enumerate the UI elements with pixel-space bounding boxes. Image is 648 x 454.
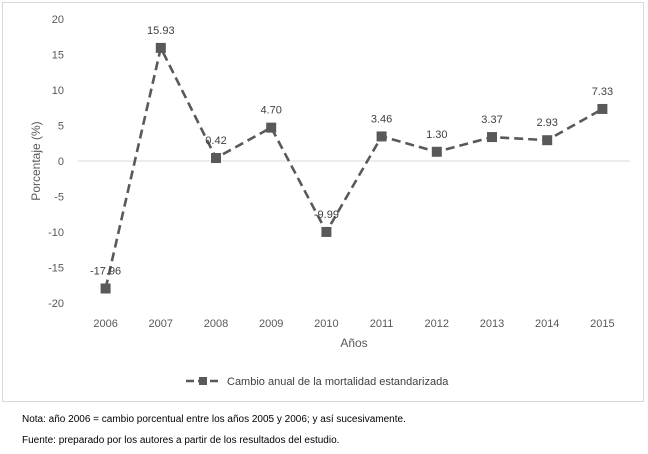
y-axis-ticks: 20 15 10 5 0 -5 -10 -15 -20 (48, 14, 64, 310)
data-point-marker (542, 135, 553, 146)
legend: Cambio anual de la mortalidad estandariz… (186, 376, 449, 388)
y-tick-label: -20 (48, 298, 64, 310)
y-tick-label: -15 (48, 263, 64, 275)
data-label: 1.30 (426, 129, 447, 141)
y-tick-label: 10 (52, 85, 64, 97)
x-tick-label: 2015 (590, 318, 614, 330)
x-tick-label: 2012 (425, 318, 449, 330)
y-tick-label: -10 (48, 227, 64, 239)
data-point-marker (431, 146, 442, 157)
x-axis-ticks: 2006 2007 2008 2009 2010 2011 2012 2013 2014 2015 (93, 318, 614, 330)
x-tick-label: 2013 (480, 318, 504, 330)
y-tick-label: 5 (58, 121, 64, 133)
data-label: 7.33 (592, 86, 613, 98)
data-label: 4.70 (260, 105, 281, 117)
y-tick-label: 0 (58, 156, 64, 168)
data-point-marker (597, 103, 608, 114)
x-tick-label: 2006 (93, 318, 117, 330)
data-point-marker (487, 132, 497, 143)
y-tick-label: -5 (54, 192, 64, 204)
legend-marker-square (199, 377, 207, 385)
y-tick-label: 15 (52, 50, 64, 62)
data-point-marker (100, 283, 111, 294)
data-point-marker (155, 42, 166, 53)
series-line (104, 44, 604, 289)
chart-frame: 20 15 10 5 0 -5 -10 -15 -20 2006 2007 2008 2009 2010… (2, 2, 644, 402)
data-label: -17.96 (90, 266, 121, 278)
y-tick-label: 20 (52, 14, 64, 26)
legend-label: Cambio anual de la mortalidad estandariz… (227, 376, 449, 388)
x-tick-label: 2007 (149, 318, 173, 330)
y-axis-title: Porcentaje (%) (29, 121, 43, 200)
x-tick-label: 2011 (370, 318, 394, 330)
data-label: 3.46 (371, 113, 392, 125)
x-tick-label: 2008 (204, 318, 228, 330)
chart-note: Nota: año 2006 = cambio porcentual entre… (22, 414, 406, 425)
data-label: 15.93 (147, 25, 175, 37)
data-label: 0.42 (205, 135, 226, 147)
x-axis-title: Años (340, 336, 367, 350)
chart-source: Fuente: preparado por los autores a part… (22, 435, 340, 446)
data-point-marker (266, 122, 277, 133)
x-tick-label: 2014 (535, 318, 559, 330)
data-label: 2.93 (536, 117, 557, 129)
data-label: -9.99 (314, 209, 339, 221)
x-tick-label: 2010 (314, 318, 338, 330)
data-label: 3.37 (481, 114, 502, 126)
data-point-marker (376, 131, 387, 142)
data-labels: -17.96 15.93 0.42 4.70 -9.99 3.46 1.30 3.37 2.93… (90, 25, 613, 278)
data-point-marker (321, 226, 332, 237)
data-point-marker (211, 153, 221, 164)
series-markers (100, 42, 608, 294)
x-tick-label: 2009 (259, 318, 283, 330)
